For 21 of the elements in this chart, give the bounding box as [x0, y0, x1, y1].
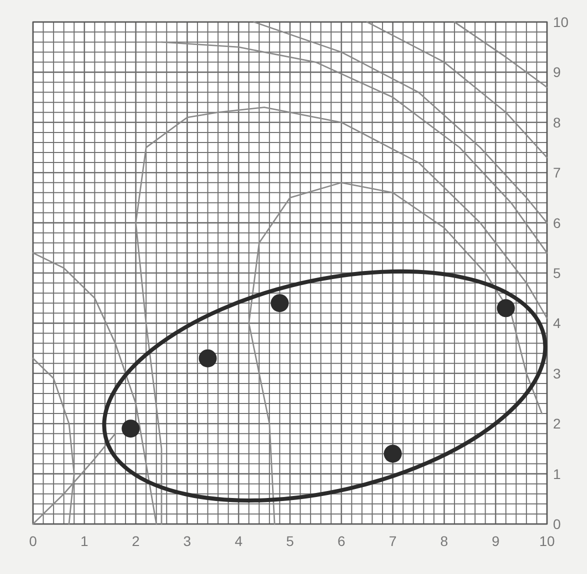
y-tick-label: 5: [553, 265, 561, 281]
y-tick-label: 3: [553, 365, 561, 382]
x-tick-label: 6: [338, 533, 346, 549]
x-tick-label: 5: [286, 533, 294, 549]
y-tick-label: 4: [553, 315, 561, 332]
y-tick-label: 2: [553, 416, 561, 432]
y-tick-label: 8: [553, 114, 561, 130]
x-tick-label: 2: [132, 533, 140, 549]
y-tick-label: 6: [553, 214, 561, 231]
y-tick-label: 10: [553, 14, 569, 30]
x-tick-label: 3: [183, 533, 192, 549]
x-tick-label: 4: [234, 533, 243, 549]
y-tick-label: 0: [553, 516, 561, 532]
x-tick-label: 9: [492, 533, 500, 549]
y-tick-label: 9: [553, 64, 561, 80]
x-tick-label: 7: [388, 533, 397, 549]
y-tick-label: 7: [553, 164, 561, 181]
y-tick-label: 1: [553, 466, 561, 482]
x-tick-label: 0: [29, 533, 38, 549]
x-tick-label: 8: [440, 533, 448, 549]
x-tick-label: 1: [80, 533, 88, 549]
